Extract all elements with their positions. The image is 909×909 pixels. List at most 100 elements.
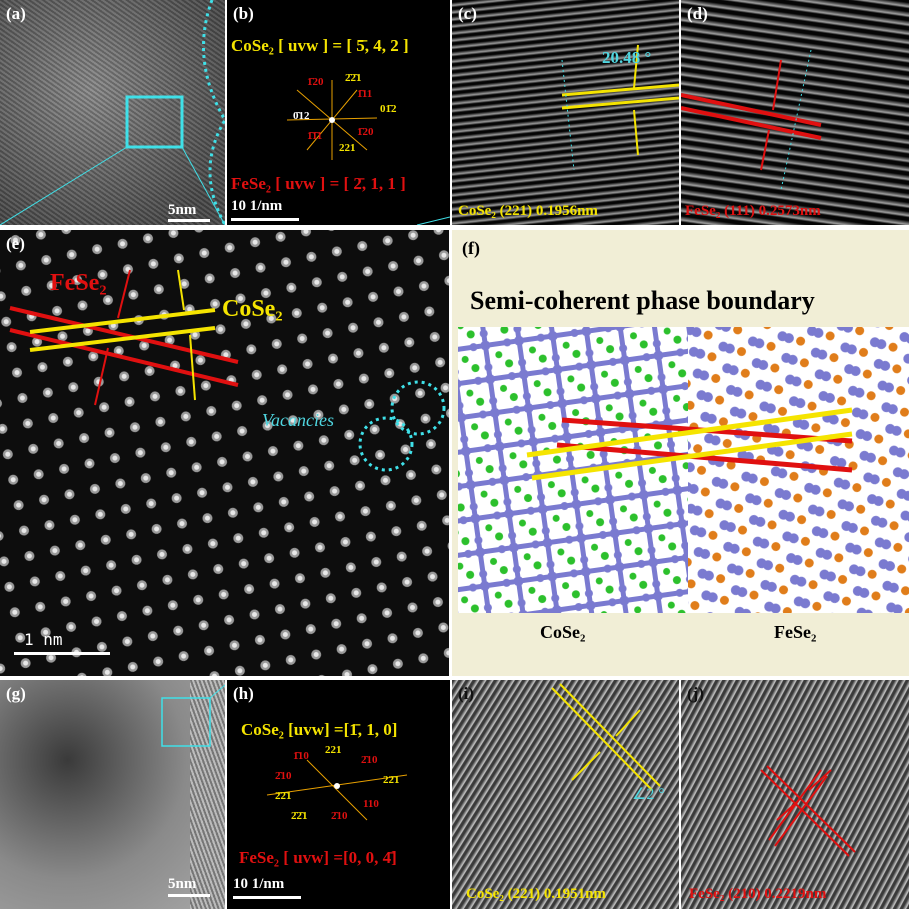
panel-label: (j) bbox=[687, 684, 704, 703]
caption: FeSe₂ (210) 0.2219nm bbox=[689, 886, 827, 902]
arrow bbox=[760, 129, 770, 171]
zone-axis: FeSe₂ [ uvw ] = [ 2̄, 1, 1 ] bbox=[231, 174, 406, 193]
scale-bar bbox=[233, 896, 301, 899]
atom-lattice bbox=[0, 230, 449, 676]
panel-i: (i) ∠2 ° CoSe₂ (221) 0.1951nm bbox=[452, 680, 679, 909]
overlay bbox=[266, 759, 408, 821]
panel-a: (a) 5nm bbox=[0, 0, 225, 225]
zoom-line bbox=[209, 684, 225, 699]
zone-axis: CoSe₂ [uvw] =[1̄, 1, 0] bbox=[241, 720, 398, 739]
scale-bar bbox=[14, 652, 110, 655]
panel-g: (g) 5nm bbox=[0, 680, 225, 909]
guide-line bbox=[561, 59, 575, 171]
plane-line bbox=[531, 431, 853, 481]
arrow bbox=[633, 44, 639, 89]
scale-bar bbox=[168, 894, 210, 897]
overlay bbox=[458, 327, 909, 613]
spot-index: 1̄20 bbox=[307, 76, 324, 88]
vacancy-circle bbox=[358, 416, 414, 472]
scale-label: 5nm bbox=[168, 876, 197, 892]
spot-index: 2̄10 bbox=[331, 810, 348, 822]
lattice-texture bbox=[0, 0, 225, 225]
overlay bbox=[161, 684, 225, 747]
vacancy-circle bbox=[390, 380, 446, 436]
arrow bbox=[571, 751, 601, 781]
spot-index: 1̄1̄1 bbox=[307, 130, 323, 142]
angle-label: 20.48 ° bbox=[602, 48, 652, 67]
plane-line bbox=[556, 442, 853, 473]
spot-index: 221 bbox=[325, 744, 342, 756]
scale-label: 10 1/nm bbox=[233, 876, 285, 892]
guide-line bbox=[780, 49, 812, 191]
spot-index: 2̄2̄1 bbox=[275, 790, 292, 802]
phase-label: FeSe₂ bbox=[774, 622, 817, 642]
zoom-box bbox=[125, 95, 184, 149]
panel-e: (e) FeSe₂ CoSe₂ Vacancies 1 nm bbox=[0, 230, 449, 676]
phase-label: CoSe₂ bbox=[222, 296, 283, 322]
caption: CoSe₂ (221) 0.1956nm bbox=[458, 203, 598, 219]
phase-label: FeSe₂ bbox=[50, 270, 107, 296]
overlay bbox=[561, 44, 679, 171]
scale-label: 1 nm bbox=[24, 630, 63, 649]
panel-label: (g) bbox=[6, 684, 26, 703]
panel-j: (j) FeSe₂ (210) 0.2219nm bbox=[681, 680, 909, 909]
overlay bbox=[551, 683, 661, 791]
plane-line bbox=[681, 106, 822, 140]
spot-index: 1̄10 bbox=[293, 750, 309, 762]
zoom-line bbox=[416, 216, 450, 225]
spot-index: 0̄12 bbox=[293, 110, 310, 122]
panel-label: (b) bbox=[233, 4, 254, 23]
panel-label: (h) bbox=[233, 684, 254, 703]
arrow bbox=[94, 347, 109, 406]
spot-index: 2̄2̄1 bbox=[291, 810, 308, 822]
plane-line bbox=[760, 769, 850, 857]
overlay bbox=[760, 765, 856, 857]
plane-line bbox=[9, 328, 239, 387]
plane-line bbox=[561, 83, 679, 97]
spot-index: 1̄20 bbox=[357, 126, 374, 138]
scale-bar bbox=[231, 218, 299, 221]
arrow bbox=[117, 269, 131, 319]
zone-axis: CoSe₂ [ uvw ] = [ 5̄, 4, 2 ] bbox=[231, 36, 409, 55]
plane-line bbox=[766, 765, 856, 853]
arrow bbox=[615, 709, 641, 737]
overlay bbox=[286, 80, 450, 225]
spot-index: 1̄11 bbox=[357, 88, 373, 100]
panel-f: (f) Semi-coherent phase boundary CoSe₂ F… bbox=[452, 230, 909, 676]
overlay bbox=[0, 0, 225, 225]
plane-line bbox=[526, 407, 853, 458]
note: Vacancies bbox=[262, 410, 334, 430]
caption: FeSe₂ (111) 0.2573nm bbox=[685, 203, 821, 219]
plane-line bbox=[774, 775, 828, 847]
caption: CoSe₂ (221) 0.1951nm bbox=[466, 886, 606, 902]
overlay bbox=[681, 49, 822, 191]
plane-line bbox=[29, 308, 216, 334]
arrow bbox=[772, 59, 782, 111]
zoom-line bbox=[0, 146, 128, 225]
panel-h: (h) CoSe₂ [uvw] =[1̄, 1, 0] FeSe₂ [ uvw]… bbox=[227, 680, 450, 909]
panel-label: (f) bbox=[462, 238, 480, 258]
phase-label: CoSe₂ bbox=[540, 622, 586, 642]
angle-label: ∠2 ° bbox=[632, 786, 665, 803]
plane-line bbox=[559, 683, 661, 787]
plane-line bbox=[29, 326, 216, 352]
center-spot bbox=[329, 117, 335, 123]
spot-index: 110 bbox=[363, 798, 379, 810]
scale-label: 10 1/nm bbox=[231, 198, 283, 214]
plane-line bbox=[561, 96, 679, 110]
arrow bbox=[808, 769, 832, 791]
lattice-texture bbox=[190, 680, 225, 909]
scale-bar bbox=[168, 219, 210, 222]
spot-index: 2̄10 bbox=[361, 754, 378, 766]
arrow bbox=[776, 801, 798, 821]
panel-label: (c) bbox=[458, 4, 477, 23]
plane-line bbox=[551, 687, 653, 791]
spot-index: 2̄2̄1 bbox=[345, 72, 362, 84]
zone-axis: FeSe₂ [ uvw] =[0, 0, 4̄] bbox=[239, 848, 397, 867]
spot-index: 2̄10 bbox=[275, 770, 292, 782]
arrow bbox=[189, 334, 196, 401]
plane-line bbox=[681, 93, 822, 127]
arrow bbox=[633, 109, 639, 156]
